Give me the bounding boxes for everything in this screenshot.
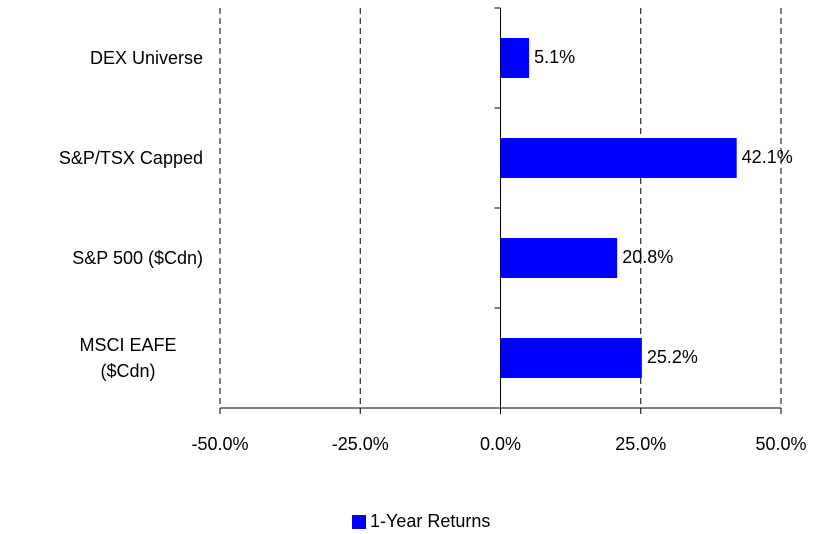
x-tick-label: -25.0% (332, 434, 389, 454)
y-tick-label: DEX Universe (89, 48, 203, 68)
x-tick-label: 0.0% (480, 434, 521, 454)
x-tick-label: 25.0% (615, 434, 666, 454)
data-label: 42.1% (742, 147, 793, 167)
y-tick-label: S&P/TSX Capped (58, 148, 203, 168)
legend-swatch (352, 515, 366, 529)
x-tick-label: -50.0% (191, 434, 248, 454)
legend-label: 1-Year Returns (370, 511, 490, 531)
data-label: 25.2% (647, 347, 698, 367)
y-tick-label: MSCI EAFE ($Cdn) (79, 335, 177, 381)
data-label: 5.1% (534, 47, 575, 67)
bar (500, 338, 642, 378)
bar (500, 138, 737, 178)
x-tick-label: 50.0% (755, 434, 806, 454)
data-label: 20.8% (622, 247, 673, 267)
bar (500, 38, 530, 78)
y-tick-label: S&P 500 ($Cdn) (72, 248, 203, 268)
bar (500, 238, 618, 278)
